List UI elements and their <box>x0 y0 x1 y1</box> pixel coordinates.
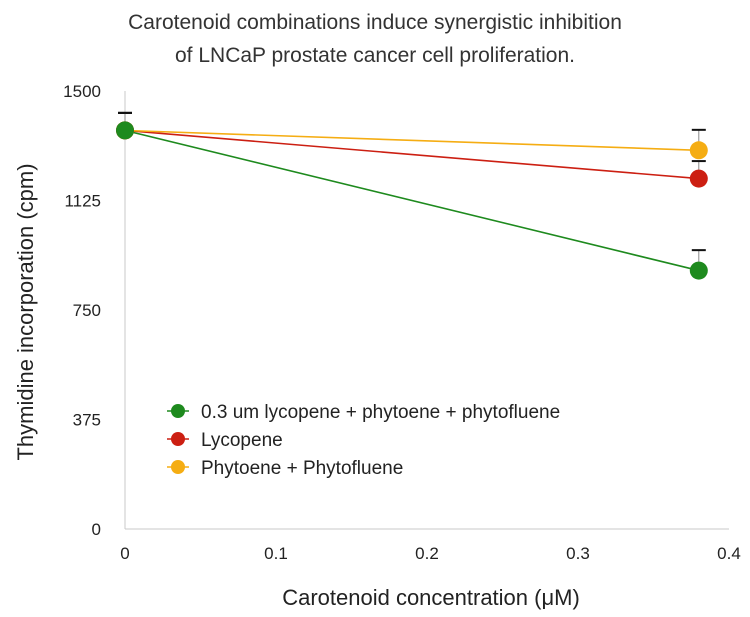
legend-swatch-marker <box>171 460 185 474</box>
x-tick-label: 0.2 <box>415 544 439 563</box>
data-point-series-1 <box>689 261 708 280</box>
x-tick-label: 0 <box>120 544 129 563</box>
y-tick-label: 1125 <box>64 192 101 211</box>
legend-swatch-marker <box>171 432 185 446</box>
chart-title-line-1: Carotenoid combinations induce synergist… <box>128 11 622 34</box>
x-axis-label: Carotenoid concentration (μM) <box>282 585 580 610</box>
series-line-1 <box>124 129 699 272</box>
legend-swatch-marker <box>171 404 185 418</box>
legend-label: 0.3 um lycopene + phytoene + phytofluene <box>201 402 560 423</box>
x-tick-label: 0.1 <box>264 544 288 563</box>
x-tick-label: 0.4 <box>717 544 741 563</box>
y-tick-label: 375 <box>73 411 101 430</box>
x-tick-label: 0.3 <box>566 544 590 563</box>
legend: 0.3 um lycopene + phytoene + phytofluene… <box>167 402 560 479</box>
data-point-series-2 <box>689 169 708 188</box>
legend-label: Phytoene + Phytofluene <box>201 458 403 479</box>
data-point-series-1 <box>116 121 134 140</box>
y-tick-label: 0 <box>92 520 101 539</box>
y-tick-label: 1500 <box>63 82 101 101</box>
series-layer <box>116 111 708 280</box>
series-line-2 <box>124 129 699 180</box>
axes: 0 0.1 0.2 0.3 0.4 0 375 750 1125 1500 <box>63 82 741 563</box>
legend-label: Lycopene <box>201 430 283 451</box>
y-axis-label: Thymidine incorporation (cpm) <box>13 163 38 460</box>
y-tick-label: 750 <box>73 301 101 320</box>
data-point-series-3 <box>689 141 708 160</box>
chart-title: Carotenoid combinations induce synergist… <box>0 6 750 72</box>
chart-title-line-2: of LNCaP prostate cancer cell proliferat… <box>175 44 575 67</box>
series-line-3 <box>124 129 699 152</box>
